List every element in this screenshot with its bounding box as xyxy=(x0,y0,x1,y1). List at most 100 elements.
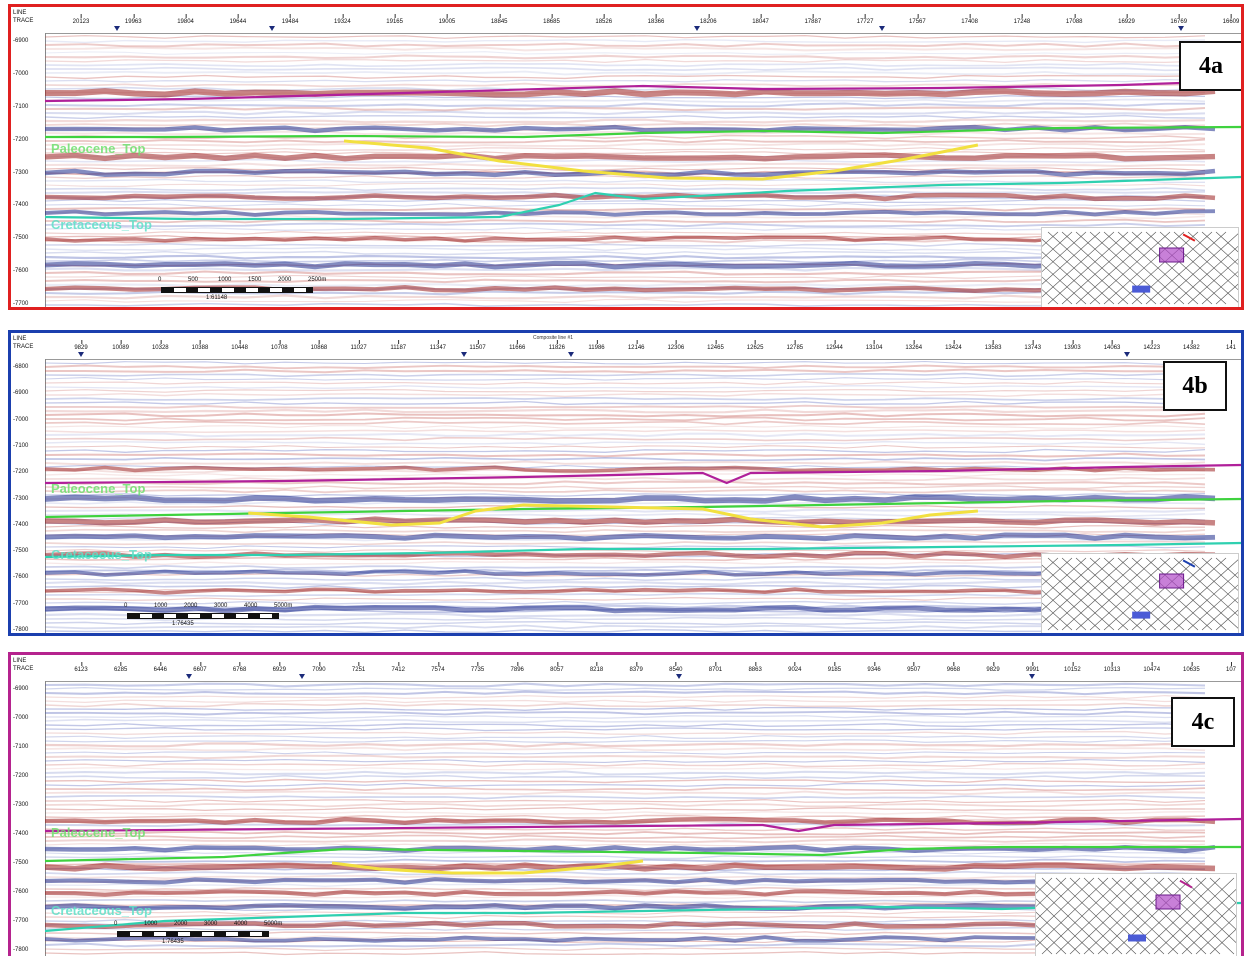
reflector-line xyxy=(45,78,1206,83)
well-marker-icon xyxy=(269,26,276,31)
depth-axis: -6900 -7000 -7100 -7200 -7300 -7400 -7500 -7600… xyxy=(11,33,46,307)
reflector-line xyxy=(45,476,1206,482)
depth-tick-label: -6800 xyxy=(13,364,29,370)
scale-bar-graphic xyxy=(161,287,313,293)
reflector-line xyxy=(45,624,1206,630)
strong-reflector xyxy=(45,920,1216,930)
reflector-line xyxy=(45,584,1206,590)
reflector-line xyxy=(45,706,1206,711)
trace-tick-label: 8701 xyxy=(708,662,723,673)
reflector-line xyxy=(45,158,1206,164)
trace-tick-label: 18526 xyxy=(595,14,613,25)
reflector-line xyxy=(45,74,1206,80)
reflector-line xyxy=(45,166,1206,171)
panel-tag: 4a xyxy=(1179,41,1241,91)
reflector-line xyxy=(45,62,1206,68)
reflector-line xyxy=(45,767,1206,771)
depth-tick-label: -7600 xyxy=(13,889,29,895)
strong-reflector xyxy=(45,88,1216,98)
trace-tick-label: 12465 xyxy=(707,340,724,351)
reflector-line xyxy=(45,485,1206,490)
scale-tick-label: 1000 xyxy=(218,277,232,283)
reflector-line xyxy=(45,460,1206,466)
trace-tick-label: 10388 xyxy=(191,340,209,351)
trace-tick-label: 7735 xyxy=(470,662,485,673)
reflector-line xyxy=(45,102,1206,108)
trace-tick-label: 8540 xyxy=(669,662,683,673)
horizon-label-paleocene: Paleocene_Top xyxy=(51,825,146,840)
trace-tick-label: 10328 xyxy=(151,340,169,351)
reflector-line xyxy=(45,51,1206,55)
panel-header: LINE TRACE Composite line #1 9829 10089 10… xyxy=(11,333,1241,360)
scale-tick-label: 4000 xyxy=(234,921,248,927)
reflector-line xyxy=(45,381,1206,386)
trace-tick-label: 12785 xyxy=(786,340,804,351)
reflector-line xyxy=(45,34,1206,39)
scale-tick-label: 1000 xyxy=(144,921,158,927)
well-marker-icon xyxy=(693,26,700,31)
trace-tick-label: 19005 xyxy=(438,14,456,25)
reflector-line xyxy=(45,250,1206,256)
reflector-line xyxy=(45,942,1206,948)
trace-tick-label: 9185 xyxy=(827,662,842,673)
trace-tick-label: 12306 xyxy=(667,340,685,351)
scale-bar-graphic xyxy=(127,613,279,619)
trace-tick-label: 7251 xyxy=(351,662,366,673)
reflector-line xyxy=(45,266,1206,272)
reflector-line xyxy=(45,565,1206,570)
reflector-line xyxy=(45,274,1206,280)
scale-ratio: 1:76435 xyxy=(162,939,184,945)
strong-reflector xyxy=(45,604,1216,614)
reflector-line xyxy=(45,512,1206,518)
trace-tick-label: 17887 xyxy=(804,14,822,25)
reflector-line xyxy=(45,718,1206,724)
trace-tick-label: 6929 xyxy=(272,662,286,673)
trace-tick-label: 10868 xyxy=(310,340,328,351)
scale-tick-label: 2500m xyxy=(308,277,327,283)
trace-tick-label: 10474 xyxy=(1143,662,1161,673)
reflector-line xyxy=(45,385,1206,389)
seismic-section xyxy=(45,681,1241,956)
trace-tick-label: 8218 xyxy=(589,662,604,673)
depth-tick-label: -7200 xyxy=(13,136,29,143)
reflector-line xyxy=(45,138,1206,144)
reflector-line xyxy=(45,186,1206,192)
seismic-section xyxy=(45,33,1241,307)
trace-tick-label: 11507 xyxy=(469,340,486,351)
scale-tick-label: 5000m xyxy=(274,603,293,609)
strong-reflector xyxy=(45,862,1216,872)
reflector-line xyxy=(45,886,1206,892)
reflector-line xyxy=(45,560,1206,566)
reflector-line xyxy=(45,392,1206,398)
reflector-line xyxy=(45,699,1206,704)
reflector-line xyxy=(45,452,1206,458)
trace-tick-label: 9829 xyxy=(986,662,1000,673)
horizon-label-cretaceous: Cretaceous_Top xyxy=(51,547,152,562)
reflector-line xyxy=(45,576,1206,582)
horizon-label-paleocene: Paleocene_Top xyxy=(51,141,146,156)
well-marker-icon xyxy=(675,674,682,679)
seismic-section xyxy=(45,359,1241,633)
reflector-line xyxy=(45,174,1206,180)
depth-tick-label: -7700 xyxy=(13,301,29,307)
depth-tick-label: -7400 xyxy=(13,831,29,837)
trace-tick-label: 13424 xyxy=(945,340,962,351)
seismic-panel-4a: LINE TRACE 20123 19963 19804 19644 19484 1932… xyxy=(8,4,1244,310)
panel-tag: 4b xyxy=(1163,361,1227,411)
trace-label: TRACE xyxy=(13,344,34,350)
trace-tick-label: 6607 xyxy=(193,662,207,673)
reflector-line xyxy=(45,278,1206,284)
reflector-line xyxy=(45,493,1206,498)
scale-tick-label: 2000 xyxy=(278,277,292,283)
reflector-line xyxy=(45,66,1206,72)
trace-tick-label: 18206 xyxy=(699,14,717,25)
reflector-line xyxy=(45,302,1206,307)
depth-tick-label: -7500 xyxy=(13,548,29,555)
well-marker-icon xyxy=(879,26,886,31)
line-location-marker xyxy=(1182,233,1196,242)
well-marker-icon xyxy=(299,674,306,679)
line-location-marker xyxy=(1179,879,1193,889)
well-marker-icon xyxy=(1178,26,1185,31)
scale-tick-label: 0 xyxy=(158,277,162,283)
reflector-line xyxy=(45,70,1206,76)
